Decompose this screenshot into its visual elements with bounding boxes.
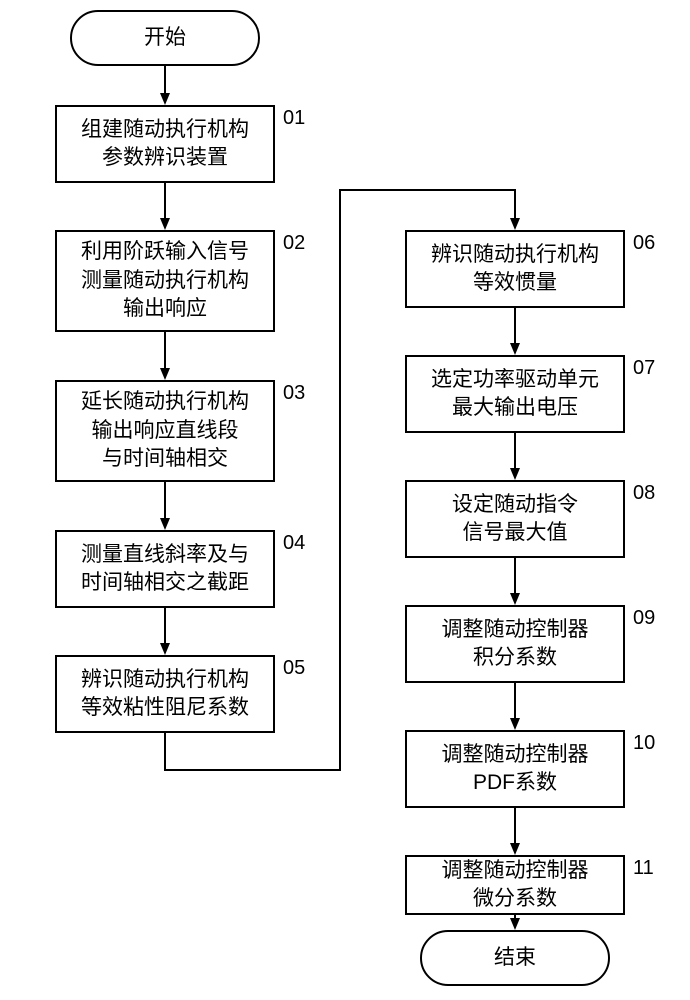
process-step-id: 08 [633, 482, 655, 505]
terminator-end: 结束 [420, 930, 610, 986]
process-step-text: 组建随动执行机构 参数辨识装置 [81, 116, 249, 173]
process-step-id: 01 [283, 107, 305, 130]
process-step-id: 03 [283, 382, 305, 405]
process-step-03: 延长随动执行机构 输出响应直线段 与时间轴相交 [55, 380, 275, 482]
process-step-text: 辨识随动执行机构 等效粘性阻尼系数 [81, 666, 249, 723]
process-step-id: 07 [633, 357, 655, 380]
process-step-text: 测量直线斜率及与 时间轴相交之截距 [81, 541, 249, 598]
process-step-10: 调整随动控制器 PDF系数 [405, 730, 625, 808]
process-step-11: 调整随动控制器 微分系数 [405, 855, 625, 915]
process-step-04: 测量直线斜率及与 时间轴相交之截距 [55, 530, 275, 608]
process-step-id: 09 [633, 607, 655, 630]
terminator-start: 开始 [70, 10, 260, 66]
process-step-01: 组建随动执行机构 参数辨识装置 [55, 105, 275, 183]
process-step-text: 辨识随动执行机构 等效惯量 [431, 241, 599, 298]
process-step-text: 调整随动控制器 微分系数 [442, 857, 589, 914]
process-step-id: 02 [283, 232, 305, 255]
process-step-text: 选定功率驱动单元 最大输出电压 [431, 366, 599, 423]
process-step-text: 调整随动控制器 PDF系数 [442, 741, 589, 798]
process-step-text: 利用阶跃输入信号 测量随动执行机构 输出响应 [81, 238, 249, 323]
process-step-id: 10 [633, 732, 655, 755]
process-step-text: 设定随动指令 信号最大值 [452, 491, 578, 548]
process-step-02: 利用阶跃输入信号 测量随动执行机构 输出响应 [55, 230, 275, 332]
process-step-05: 辨识随动执行机构 等效粘性阻尼系数 [55, 655, 275, 733]
terminator-start-label: 开始 [144, 26, 186, 49]
process-step-09: 调整随动控制器 积分系数 [405, 605, 625, 683]
process-step-id: 06 [633, 232, 655, 255]
terminator-end-label: 结束 [494, 946, 536, 969]
process-step-08: 设定随动指令 信号最大值 [405, 480, 625, 558]
process-step-text: 调整随动控制器 积分系数 [442, 616, 589, 673]
process-step-text: 延长随动执行机构 输出响应直线段 与时间轴相交 [81, 388, 249, 473]
process-step-id: 04 [283, 532, 305, 555]
flowchart-canvas: 开始 结束 组建随动执行机构 参数辨识装置 01 利用阶跃输入信号 测量随动执行机构… [0, 0, 690, 1000]
process-step-07: 选定功率驱动单元 最大输出电压 [405, 355, 625, 433]
process-step-id: 11 [633, 857, 654, 880]
process-step-06: 辨识随动执行机构 等效惯量 [405, 230, 625, 308]
process-step-id: 05 [283, 657, 305, 680]
